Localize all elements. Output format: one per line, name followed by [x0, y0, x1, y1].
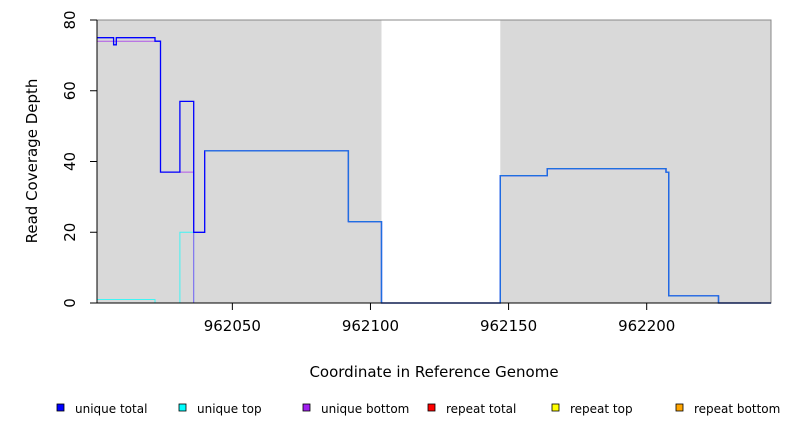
legend-item: unique bottom [302, 402, 409, 416]
legend-item: unique top [178, 402, 262, 416]
y-tick-label: 40 [61, 152, 79, 171]
y-tick-label: 0 [61, 298, 79, 308]
legend-label: unique bottom [321, 402, 409, 416]
y-tick-label: 80 [61, 10, 79, 29]
legend-swatch [427, 403, 436, 412]
legend-swatch [551, 403, 560, 412]
x-axis: 962050 962100 962150 962200 [97, 302, 771, 335]
legend-item: repeat total [427, 402, 516, 416]
legend-label: repeat bottom [694, 402, 780, 416]
legend-item: unique total [56, 402, 147, 416]
x-tick-label: 962150 [480, 317, 537, 335]
y-axis-title: Read Coverage Depth [23, 79, 41, 244]
legend-label: repeat total [446, 402, 516, 416]
legend-item: repeat bottom [675, 402, 780, 416]
x-tick-label: 962100 [342, 317, 399, 335]
x-axis-title: Coordinate in Reference Genome [309, 363, 558, 381]
legend-swatch [178, 403, 187, 412]
legend: unique total unique top unique bottom repea… [56, 402, 780, 416]
series-line-overlay [204, 150, 771, 304]
unshaded-region [381, 20, 501, 303]
y-tick-label: 60 [61, 81, 79, 100]
legend-swatch [302, 403, 311, 412]
legend-label: unique top [197, 402, 262, 416]
plot-background [97, 20, 771, 303]
y-axis: 0 20 40 60 80 [61, 10, 98, 308]
legend-swatch [56, 403, 65, 412]
legend-item: repeat top [551, 402, 633, 416]
legend-label: unique total [75, 402, 147, 416]
y-tick-label: 20 [61, 223, 79, 242]
x-tick-label: 962050 [204, 317, 261, 335]
x-tick-label: 962200 [618, 317, 675, 335]
legend-label: repeat top [570, 402, 633, 416]
legend-swatch [675, 403, 684, 412]
